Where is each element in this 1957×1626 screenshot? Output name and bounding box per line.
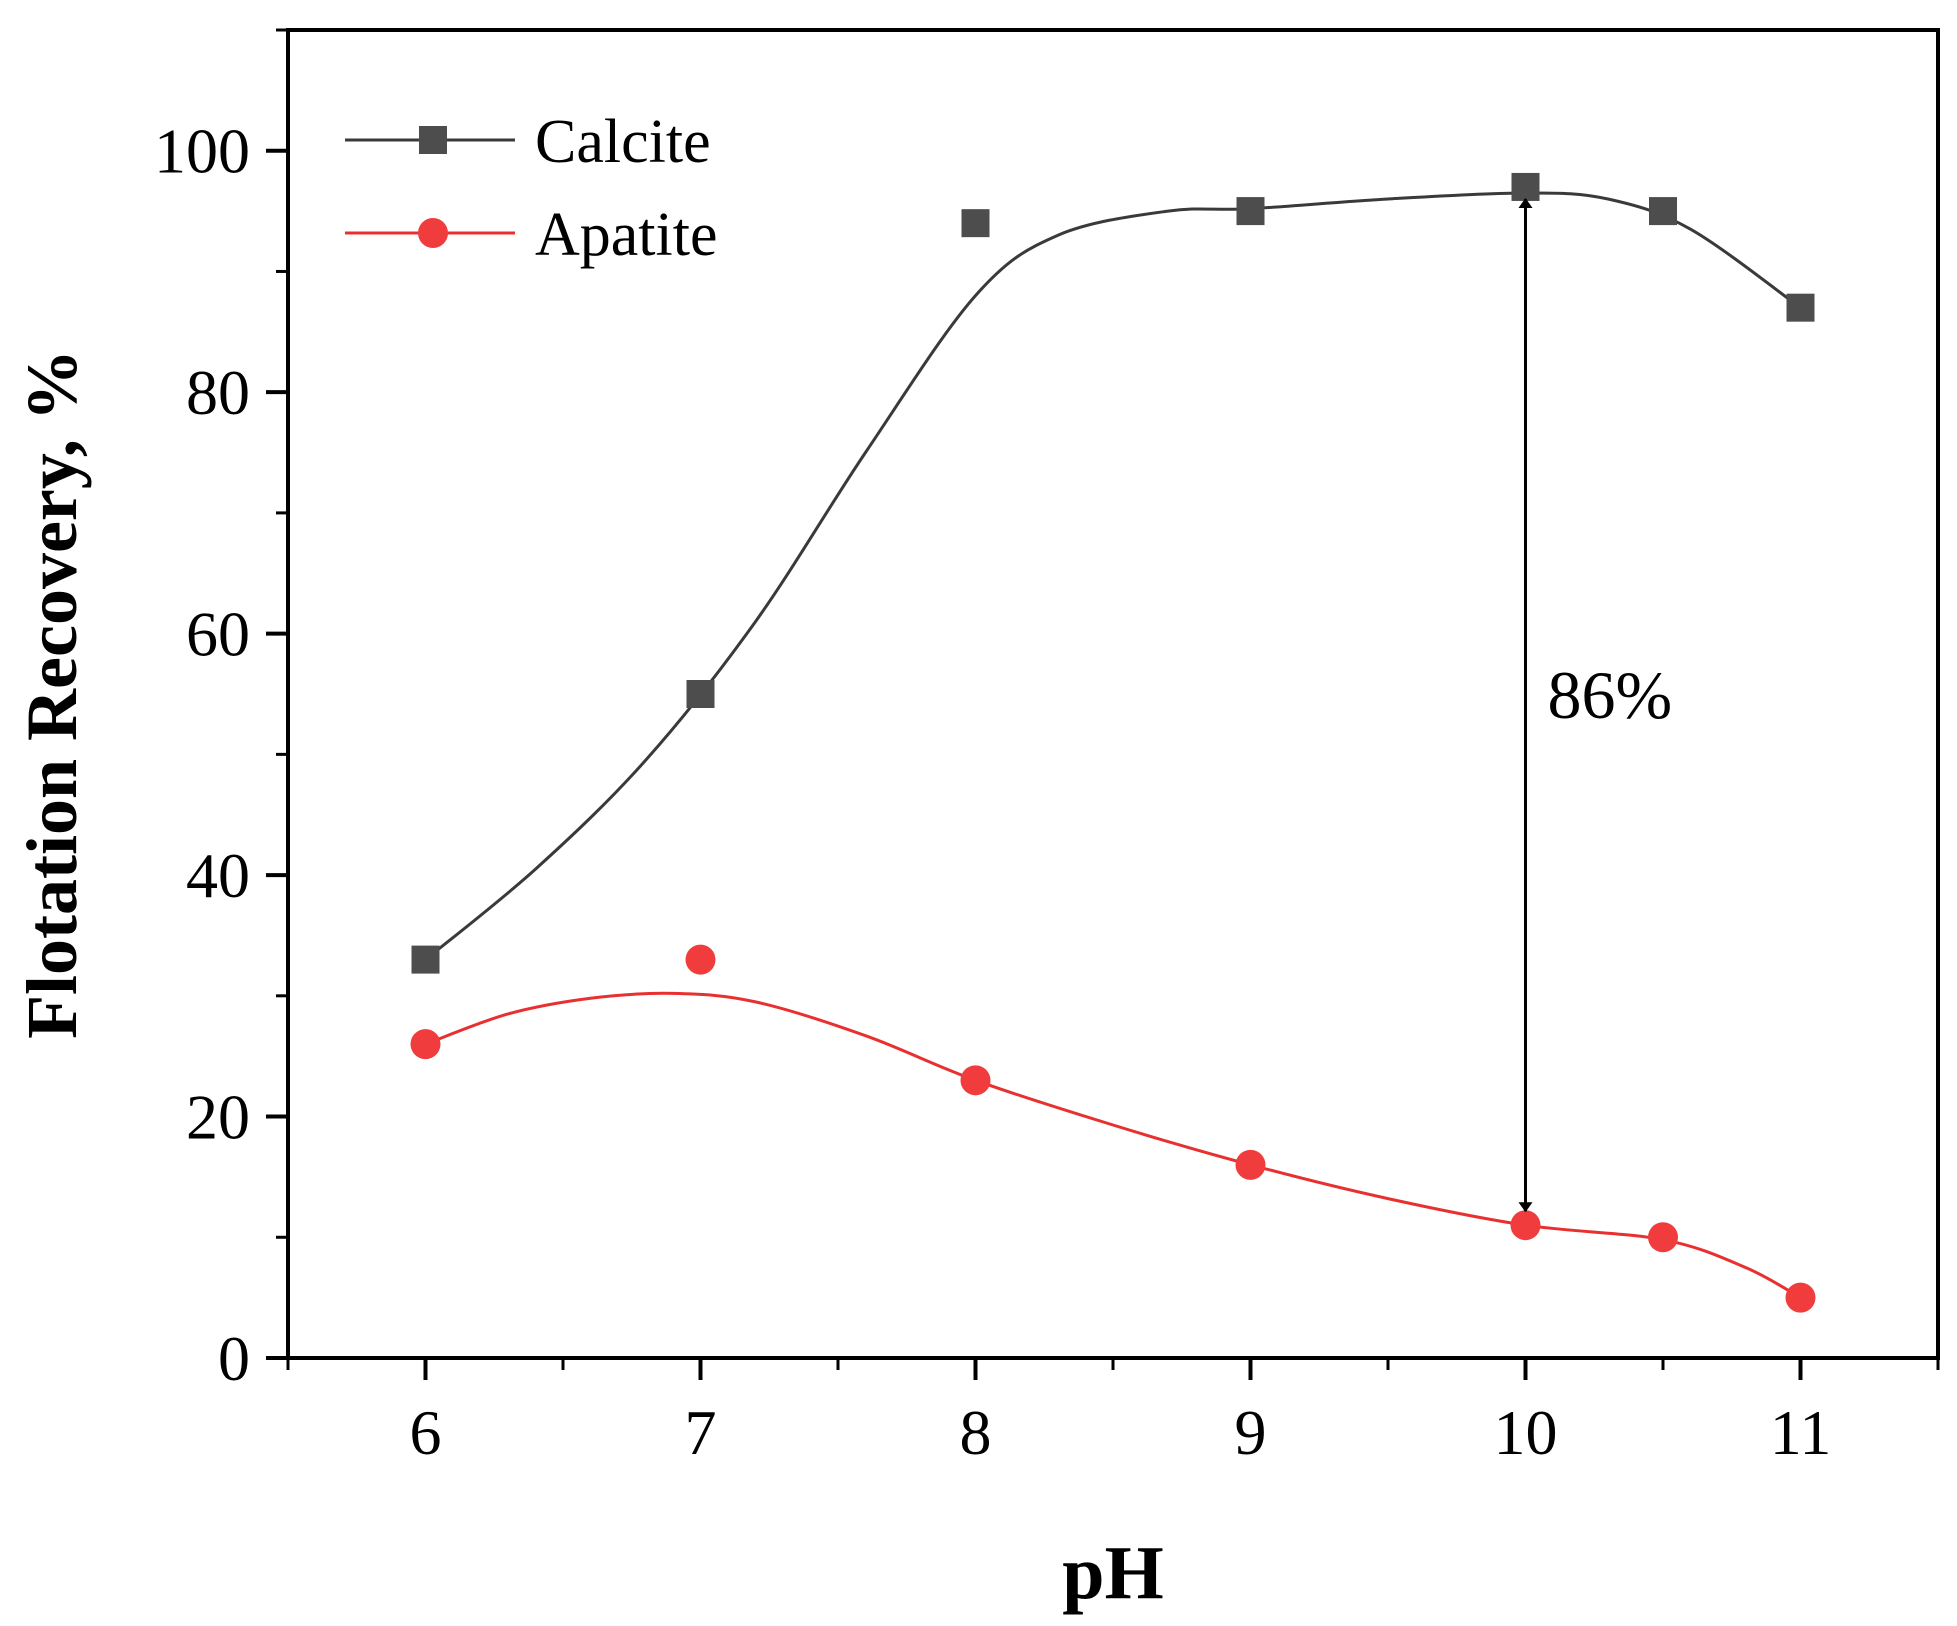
calcite-point xyxy=(1786,293,1815,322)
legend-calcite-label: Calcite xyxy=(535,108,711,176)
legend-apatite-circle-marker xyxy=(418,218,448,248)
x-tick-label: 11 xyxy=(1770,1397,1832,1468)
series-layer xyxy=(410,172,1816,1313)
calcite-point xyxy=(411,945,440,974)
legend: Calcite Apatite xyxy=(345,108,718,269)
legend-apatite-label: Apatite xyxy=(535,201,718,269)
x-tick-label: 10 xyxy=(1494,1397,1558,1468)
calcite-point xyxy=(1511,172,1540,201)
apatite-point xyxy=(1785,1282,1816,1313)
apatite-point xyxy=(1235,1149,1266,1180)
y-tick-label: 80 xyxy=(186,357,250,428)
y-tick-label: 100 xyxy=(154,116,250,187)
difference-label: 86% xyxy=(1548,657,1673,733)
calcite-fit-line xyxy=(424,191,1802,961)
apatite-point xyxy=(685,944,716,975)
x-axis-title: pH xyxy=(1062,1531,1163,1615)
x-tick-label: 7 xyxy=(685,1397,717,1468)
calcite-point xyxy=(1649,197,1677,226)
apatite-fit-line xyxy=(424,991,1802,1299)
y-tick-label: 60 xyxy=(186,599,250,670)
calcite-point xyxy=(1236,197,1265,226)
x-tick-label: 6 xyxy=(410,1397,442,1468)
apatite-point xyxy=(960,1065,991,1096)
legend-calcite-square-marker xyxy=(419,126,447,154)
y-tick-label: 0 xyxy=(218,1323,250,1394)
calcite-point xyxy=(686,680,715,708)
y-tick-label: 40 xyxy=(186,840,250,911)
apatite-point xyxy=(1510,1210,1541,1241)
axis-ticks: 6 7 8 9 10 11 0 20 40 60 80 100 xyxy=(154,28,1940,1468)
x-tick-label: 9 xyxy=(1235,1397,1267,1468)
y-axis-title: Flotation Recovery, % xyxy=(12,349,92,1039)
calcite-point xyxy=(961,209,990,238)
apatite-point xyxy=(410,1029,441,1060)
y-tick-label: 20 xyxy=(186,1082,250,1153)
annotation-86: 86% xyxy=(1518,197,1673,1213)
x-tick-label: 8 xyxy=(960,1397,992,1468)
apatite-point xyxy=(1648,1222,1678,1253)
